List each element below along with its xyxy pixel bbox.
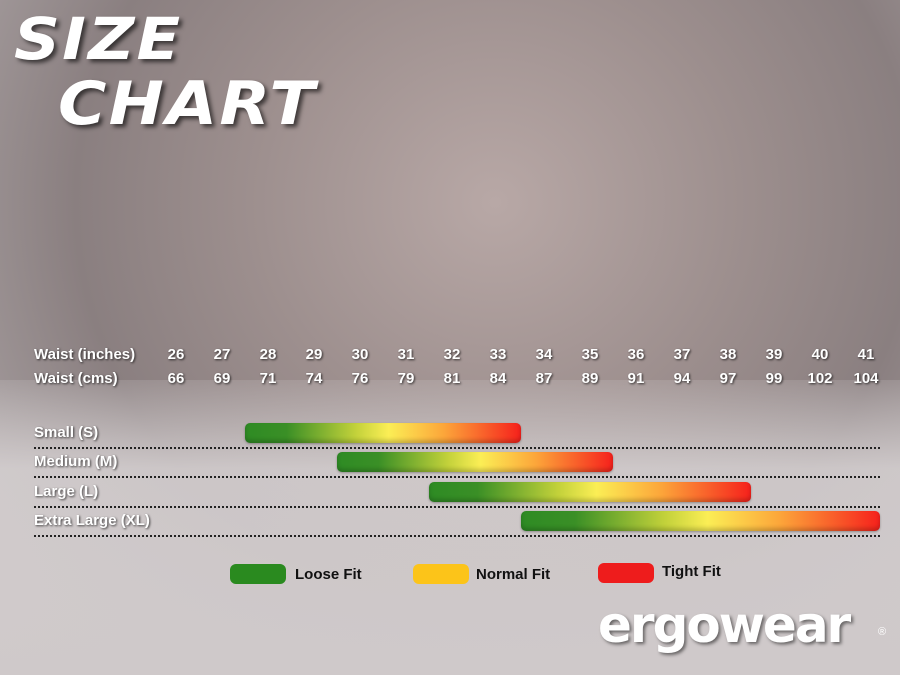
inches-row-label: Waist (inches) [34, 346, 136, 363]
tick-cms: 99 [765, 370, 783, 387]
tick-cms: 91 [627, 370, 645, 387]
tick-inches: 30 [351, 346, 369, 363]
tick-cms: 104 [853, 370, 879, 387]
legend-swatch-loose [230, 564, 286, 584]
legend-swatch-tight [598, 563, 654, 583]
tick-cms: 76 [351, 370, 369, 387]
legend-swatch-normal [413, 564, 469, 584]
size-range-bar [245, 423, 521, 443]
tick-inches: 29 [305, 346, 323, 363]
tick-inches: 28 [259, 346, 277, 363]
tick-inches: 26 [167, 346, 185, 363]
size-label: Extra Large (XL) [34, 512, 150, 529]
tick-cms: 81 [443, 370, 461, 387]
size-label: Large (L) [34, 483, 99, 500]
tick-inches: 36 [627, 346, 645, 363]
tick-cms: 71 [259, 370, 277, 387]
tick-inches: 31 [397, 346, 415, 363]
tick-cms: 89 [581, 370, 599, 387]
size-range-bar [429, 482, 751, 502]
size-range-bar [521, 511, 880, 531]
tick-cms: 87 [535, 370, 553, 387]
tick-inches: 34 [535, 346, 553, 363]
tick-inches: 39 [765, 346, 783, 363]
tick-cms: 84 [489, 370, 507, 387]
size-label: Small (S) [34, 424, 99, 441]
cms-row-label: Waist (cms) [34, 370, 118, 387]
tick-inches: 32 [443, 346, 461, 363]
ergowear-logo: ergowear [598, 596, 851, 654]
tick-inches: 40 [811, 346, 829, 363]
size-label: Medium (M) [34, 453, 118, 470]
row-divider [34, 506, 880, 508]
tick-inches: 38 [719, 346, 737, 363]
legend-label-normal: Normal Fit [476, 566, 551, 583]
row-divider [34, 476, 880, 478]
tick-cms: 97 [719, 370, 737, 387]
tick-cms: 69 [213, 370, 231, 387]
tick-inches: 35 [581, 346, 599, 363]
legend-label-loose: Loose Fit [295, 566, 362, 583]
title-chart: CHART [58, 69, 317, 139]
legend-label-tight: Tight Fit [662, 563, 721, 580]
tick-cms: 94 [673, 370, 691, 387]
tick-cms: 79 [397, 370, 415, 387]
tick-cms: 74 [305, 370, 323, 387]
tick-inches: 41 [857, 346, 875, 363]
row-divider [34, 447, 880, 449]
row-divider [34, 535, 880, 537]
tick-cms: 66 [167, 370, 185, 387]
tick-inches: 37 [673, 346, 691, 363]
tick-inches: 27 [213, 346, 231, 363]
registered-mark: ® [878, 626, 887, 638]
tick-cms: 102 [807, 370, 833, 387]
title-size: SIZE [14, 5, 183, 73]
tick-inches: 33 [489, 346, 507, 363]
size-range-bar [337, 452, 613, 472]
